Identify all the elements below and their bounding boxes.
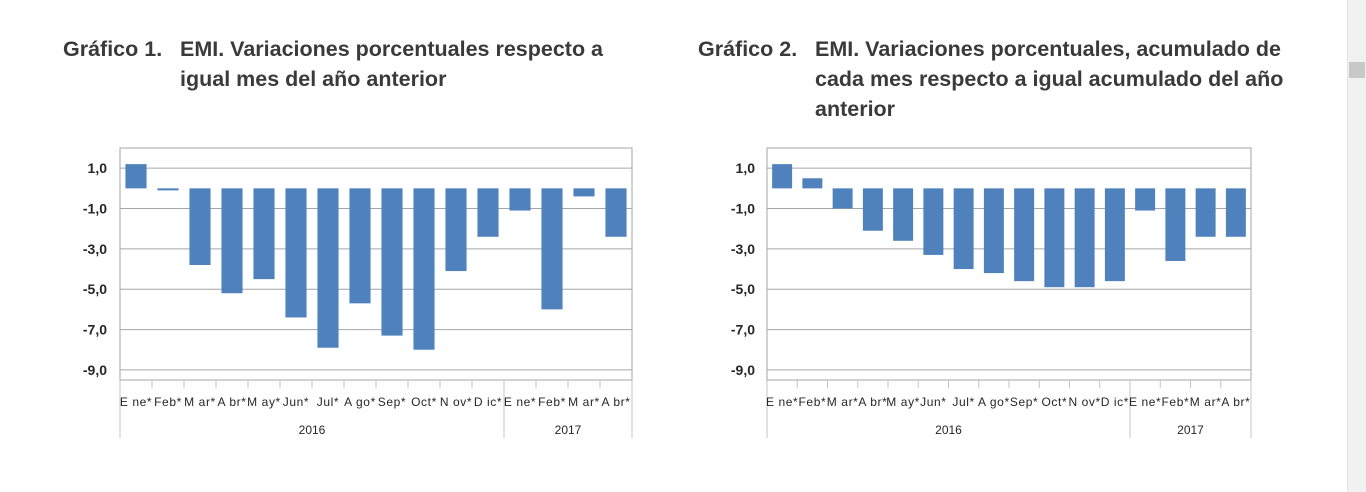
bar-3 <box>189 188 211 266</box>
bar-14 <box>1165 188 1186 261</box>
bar-6 <box>923 188 944 255</box>
y-tick-label: 1,0 <box>736 160 756 176</box>
bar-13 <box>1135 188 1156 211</box>
bar-15 <box>573 188 595 197</box>
bar-8 <box>983 188 1004 274</box>
x-tick-label: E ne* <box>120 395 152 409</box>
bar-2 <box>802 178 823 189</box>
x-tick-label: M ar* <box>184 395 216 409</box>
x-tick-label: Jul* <box>317 395 339 409</box>
bar-10 <box>413 188 435 350</box>
bar-10 <box>1044 188 1065 288</box>
bar-9 <box>381 188 403 336</box>
y-tick-label: 1,0 <box>88 160 108 176</box>
x-tick-label: D ic* <box>474 395 502 409</box>
bar-16 <box>605 188 627 237</box>
x-tick-label: E ne* <box>766 395 798 409</box>
bar-15 <box>1195 188 1216 237</box>
bar-13 <box>509 188 531 211</box>
x-tick-label: Feb* <box>538 395 566 409</box>
x-tick-label: Jun* <box>283 395 309 409</box>
x-tick-label: M ay* <box>886 395 920 409</box>
x-tick-label: E ne* <box>504 395 536 409</box>
y-tick-label: -3,0 <box>731 241 755 257</box>
x-tick-label: Sep* <box>1010 395 1038 409</box>
bar-12 <box>1104 188 1125 282</box>
x-tick-label: M ay* <box>247 395 281 409</box>
x-tick-label: A br* <box>217 395 246 409</box>
x-tick-label: Feb* <box>799 395 827 409</box>
x-tick-label: M ar* <box>1190 395 1222 409</box>
bar-9 <box>1014 188 1035 282</box>
x-tick-label: A go* <box>344 395 376 409</box>
bar-2 <box>157 188 179 191</box>
year-group-label: 2016 <box>299 423 326 437</box>
x-tick-label: A br* <box>601 395 630 409</box>
x-tick-label: Sep* <box>378 395 406 409</box>
x-tick-label: Feb* <box>1162 395 1190 409</box>
x-tick-label: M ar* <box>827 395 859 409</box>
y-tick-label: -5,0 <box>731 281 755 297</box>
bar-12 <box>477 188 499 237</box>
year-group-label: 2017 <box>1177 423 1204 437</box>
x-tick-label: Oct* <box>411 395 437 409</box>
x-tick-label: N ov* <box>1068 395 1100 409</box>
bar-14 <box>541 188 563 310</box>
bar-4 <box>862 188 883 231</box>
vertical-scrollbar[interactable] <box>1347 0 1366 492</box>
bar-5 <box>253 188 275 280</box>
bar-11 <box>1074 188 1095 288</box>
year-group-label: 2016 <box>935 423 962 437</box>
y-tick-label: -5,0 <box>83 281 107 297</box>
y-tick-label: -7,0 <box>731 322 755 338</box>
chart-1-number: Gráfico 1. <box>63 37 163 61</box>
y-tick-label: -9,0 <box>731 362 755 378</box>
x-tick-label: E ne* <box>1129 395 1161 409</box>
plot-area-border <box>766 147 1252 381</box>
bar-5 <box>893 188 914 241</box>
bar-1 <box>772 164 793 189</box>
x-tick-label: Oct* <box>1042 395 1068 409</box>
bar-3 <box>832 188 853 209</box>
chart-2-heading: EMI. Variaciones porcentuales, acumulado… <box>815 37 1284 121</box>
x-tick-label: Feb* <box>154 395 182 409</box>
chart-2-number: Gráfico 2. <box>698 37 798 61</box>
y-tick-label: -1,0 <box>731 201 755 217</box>
bar-6 <box>285 188 307 318</box>
bar-11 <box>445 188 467 272</box>
y-tick-label: -9,0 <box>83 362 107 378</box>
x-tick-label: N ov* <box>440 395 472 409</box>
scrollbar-thumb[interactable] <box>1349 62 1365 78</box>
chart-1: 1,0-1,0-3,0-5,0-7,0-9,0E ne* Feb* M ar* A b… <box>83 147 633 438</box>
bar-1 <box>125 164 147 189</box>
bar-8 <box>349 188 371 304</box>
bar-16 <box>1225 188 1246 237</box>
chart-1-heading: EMI. Variaciones porcentuales respecto a… <box>180 37 604 91</box>
year-group-label: 2017 <box>555 423 582 437</box>
x-tick-label: A go* <box>978 395 1010 409</box>
y-tick-label: -1,0 <box>83 201 107 217</box>
y-tick-label: -7,0 <box>83 322 107 338</box>
bar-4 <box>221 188 243 294</box>
x-tick-label: Jun* <box>920 395 946 409</box>
x-tick-label: D ic* <box>1101 395 1129 409</box>
y-tick-label: -3,0 <box>83 241 107 257</box>
x-tick-label: Jul* <box>952 395 974 409</box>
x-tick-label: A br* <box>1221 395 1250 409</box>
x-tick-label: M ar* <box>568 395 600 409</box>
bar-7 <box>953 188 974 270</box>
bar-7 <box>317 188 339 348</box>
x-tick-label: A br* <box>858 395 887 409</box>
